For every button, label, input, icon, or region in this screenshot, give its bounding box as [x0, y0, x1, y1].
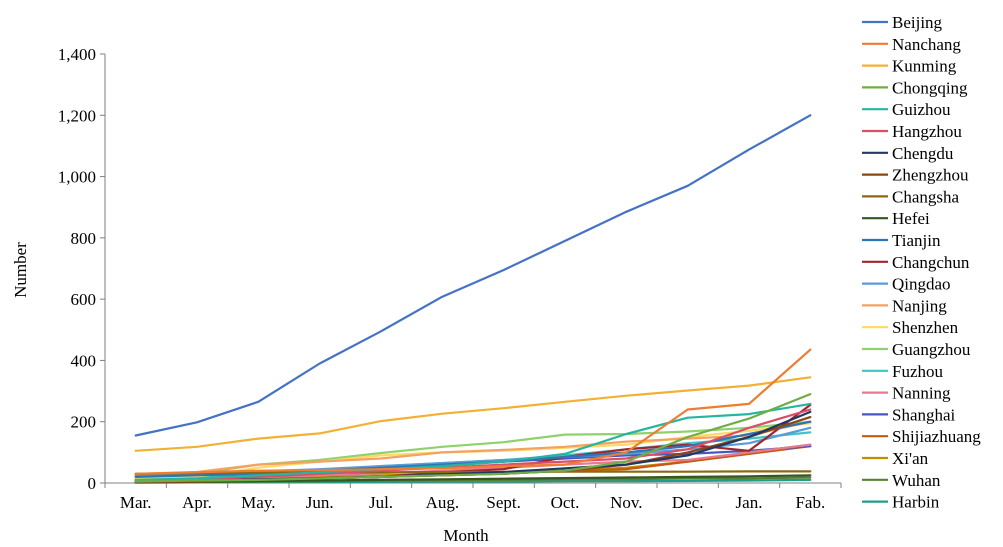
y-axis-title: Number [11, 242, 30, 298]
series-line [134, 420, 812, 475]
legend-label: Nanjing [892, 296, 947, 315]
x-axis-ticks: Mar. Apr. May. Jun. Jul. Aug. Sept. Oct. Nov. Dec… [104, 483, 842, 512]
y-tick-label: 1,400 [58, 45, 96, 64]
legend-label: Guangzhou [892, 340, 971, 359]
legend-label: Tianjin [892, 231, 941, 250]
plot-area [104, 54, 841, 484]
series-line [134, 470, 812, 475]
series-line [134, 474, 812, 484]
x-tick-label: Jul. [369, 493, 393, 512]
y-tick-label: 1,200 [58, 106, 96, 125]
legend: Beijing Nanchang Kunming Chongqing Guizhou Ha… [862, 13, 981, 512]
x-tick-label: Oct. [551, 493, 580, 512]
legend-label: Zhengzhou [892, 166, 969, 185]
legend-label: Nanning [892, 384, 951, 403]
x-tick-label: Sept. [486, 493, 520, 512]
y-tick-label: 0 [88, 474, 97, 493]
y-tick-label: 400 [71, 351, 97, 370]
legend-label: Hangzhou [892, 122, 962, 141]
legend-label: Qingdao [892, 275, 951, 294]
x-tick-label: Apr. [182, 493, 212, 512]
x-tick-label: Fab. [795, 493, 825, 512]
legend-label: Guizhou [892, 100, 951, 119]
y-tick-label: 600 [71, 290, 97, 309]
legend-label: Shijiazhuang [892, 427, 981, 446]
x-axis-title: Month [443, 526, 489, 545]
x-tick-label: May. [241, 493, 275, 512]
legend-label: Shanghai [892, 405, 956, 424]
y-tick-label: 1,000 [58, 168, 96, 187]
legend-label: Harbin [892, 493, 940, 512]
legend-label: Hefei [892, 209, 930, 228]
series-line [134, 114, 812, 437]
x-tick-label: Nov. [610, 493, 642, 512]
legend-label: Changsha [892, 187, 960, 206]
series-line [134, 376, 812, 452]
y-tick-label: 200 [71, 413, 97, 432]
x-tick-label: Jan. [736, 493, 763, 512]
series-line [134, 393, 812, 483]
legend-label: Chongqing [892, 78, 968, 97]
series-line [134, 348, 812, 475]
legend-label: Xi'an [892, 449, 929, 468]
y-axis-ticks: 0 200 400 600 800 1,000 1,200 1,400 [58, 45, 105, 493]
legend-label: Wuhan [892, 471, 941, 490]
x-tick-label: Mar. [120, 493, 152, 512]
legend-label: Nanchang [892, 35, 961, 54]
legend-label: Beijing [892, 13, 943, 32]
series-line [134, 402, 812, 481]
x-tick-label: Jun. [306, 493, 334, 512]
x-tick-label: Aug. [426, 493, 460, 512]
legend-label: Kunming [892, 57, 957, 76]
series-lines [134, 114, 812, 484]
x-tick-label: Dec. [672, 493, 704, 512]
legend-label: Changchun [892, 253, 970, 272]
legend-label: Chengdu [892, 144, 954, 163]
legend-label: Shenzhen [892, 318, 959, 337]
legend-label: Fuzhou [892, 362, 944, 381]
y-tick-label: 800 [71, 229, 97, 248]
